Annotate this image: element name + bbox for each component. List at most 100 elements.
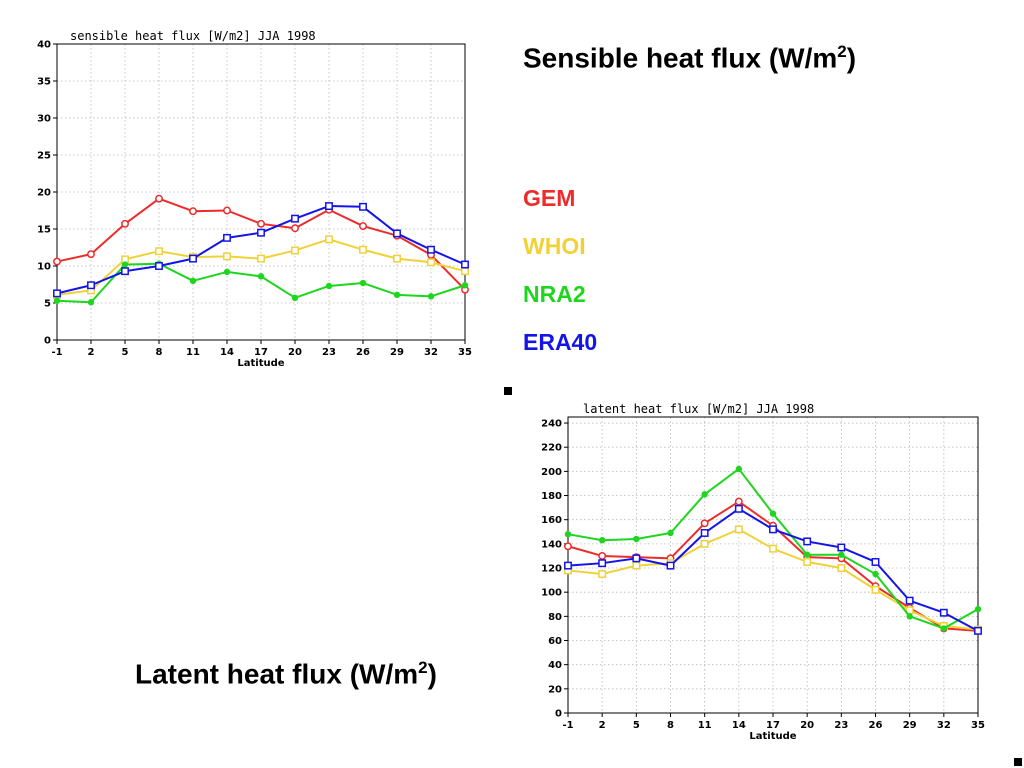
data-point <box>121 219 129 228</box>
data-point <box>974 605 982 613</box>
y-tick-label: 15 <box>37 225 51 236</box>
y-tick-label: 80 <box>548 612 562 623</box>
data-point <box>325 202 333 211</box>
x-axis-label: Latitude <box>749 731 796 742</box>
data-point <box>155 194 163 203</box>
x-tick-label: 11 <box>698 720 712 731</box>
data-point <box>427 258 435 267</box>
x-tick-label: 17 <box>254 347 268 358</box>
legend: GEM WHOI NRA2 ERA40 <box>523 180 597 372</box>
data-point <box>257 228 265 237</box>
data-point <box>223 252 231 261</box>
latent-heat-flux-chart: 0 20 40 60 80 100 120 140 160 180 200 220 240 -1 2 5 8 11… <box>525 398 995 746</box>
data-point <box>564 542 572 551</box>
data-point <box>701 491 708 498</box>
x-tick-label: 32 <box>424 347 438 358</box>
data-point <box>291 214 299 223</box>
data-point <box>359 279 367 287</box>
y-tick-label: 180 <box>541 491 562 502</box>
data-point <box>700 529 709 537</box>
data-point <box>735 465 743 473</box>
x-tick-label: 35 <box>458 347 472 358</box>
y-tick-label: 5 <box>44 299 51 310</box>
data-point <box>257 254 265 263</box>
x-tick-label: 17 <box>766 720 780 731</box>
data-point <box>53 297 61 304</box>
data-point <box>121 267 129 276</box>
data-point <box>667 529 674 537</box>
y-tick-label: 35 <box>37 77 51 88</box>
x-tick-label: 11 <box>186 347 200 358</box>
y-tick-label: 0 <box>44 336 51 347</box>
y-tick-label: 120 <box>541 564 562 575</box>
y-tick-label: 60 <box>548 636 562 647</box>
data-point <box>87 281 95 290</box>
data-point <box>564 561 572 570</box>
x-tick-label: 20 <box>288 347 302 358</box>
bullet-square-icon <box>504 387 512 395</box>
data-point <box>871 558 880 566</box>
x-tick-label: -1 <box>562 720 573 731</box>
data-point <box>769 525 777 534</box>
data-point <box>189 207 197 216</box>
x-tick-label: 26 <box>869 720 883 731</box>
grid <box>567 417 979 714</box>
x-tick-label: 29 <box>903 720 917 731</box>
data-point <box>427 245 435 254</box>
sensible-heat-flux-heading: Sensible heat flux (W/m2) <box>523 42 857 74</box>
chart-svg: 0 20 40 60 80 100 120 140 160 180 200 220 240 -1 2 5 8 11… <box>541 402 985 742</box>
series-line <box>56 238 466 296</box>
chart-title: latent heat flux [W/m2] JJA 1998 <box>583 402 814 416</box>
data-point <box>700 539 709 548</box>
series-nra2 <box>564 465 982 632</box>
bullet-square-icon <box>1014 758 1022 766</box>
data-point <box>155 262 163 270</box>
data-point <box>461 267 469 276</box>
data-point <box>393 229 401 238</box>
x-tick-label: 8 <box>667 720 674 731</box>
x-axis-label: Latitude <box>237 358 284 369</box>
y-tick-label: 200 <box>541 467 562 478</box>
data-point <box>974 626 982 635</box>
legend-item-nra2: NRA2 <box>523 281 586 307</box>
data-point <box>940 625 948 632</box>
y-tick-label: 10 <box>37 262 51 273</box>
data-point <box>803 551 811 558</box>
y-tick-label: 140 <box>541 539 562 550</box>
y-tick-label: 20 <box>548 684 562 695</box>
y-tick-label: 0 <box>555 709 562 720</box>
data-point <box>564 530 572 538</box>
data-point <box>598 551 607 560</box>
data-point <box>223 268 231 276</box>
data-point <box>632 554 641 563</box>
data-point <box>53 289 61 298</box>
sensible-heat-flux-chart: 0 5 10 15 20 25 30 35 40 -1 2 5 8 11 14 17 20 23 26 29 32 35 L… <box>30 28 475 373</box>
data-point <box>666 561 675 570</box>
data-point <box>838 551 845 558</box>
data-point <box>939 608 948 617</box>
x-tick-label: 23 <box>834 720 848 731</box>
chart-title: sensible heat flux [W/m2] JJA 1998 <box>70 29 316 43</box>
x-tick-label: 32 <box>937 720 951 731</box>
x-tick-label: 20 <box>800 720 814 731</box>
data-point <box>325 282 333 290</box>
y-tick-label: 30 <box>37 114 51 125</box>
y-tick-label: 40 <box>548 660 562 671</box>
x-tick-label: 29 <box>390 347 404 358</box>
data-point <box>769 544 777 553</box>
data-point <box>291 224 299 233</box>
data-point <box>393 291 401 299</box>
data-point <box>155 247 163 256</box>
legend-item-era40: ERA40 <box>523 329 598 355</box>
x-tick-label: 8 <box>156 347 163 358</box>
data-point <box>461 282 469 289</box>
series-era40 <box>564 504 982 635</box>
data-point <box>189 254 197 263</box>
x-tick-label: 26 <box>356 347 370 358</box>
data-point <box>734 525 743 534</box>
data-point <box>905 596 914 605</box>
data-point <box>291 294 299 302</box>
x-tick-label: 5 <box>633 720 640 731</box>
data-point <box>257 273 265 280</box>
y-tick-label: 240 <box>541 419 562 430</box>
